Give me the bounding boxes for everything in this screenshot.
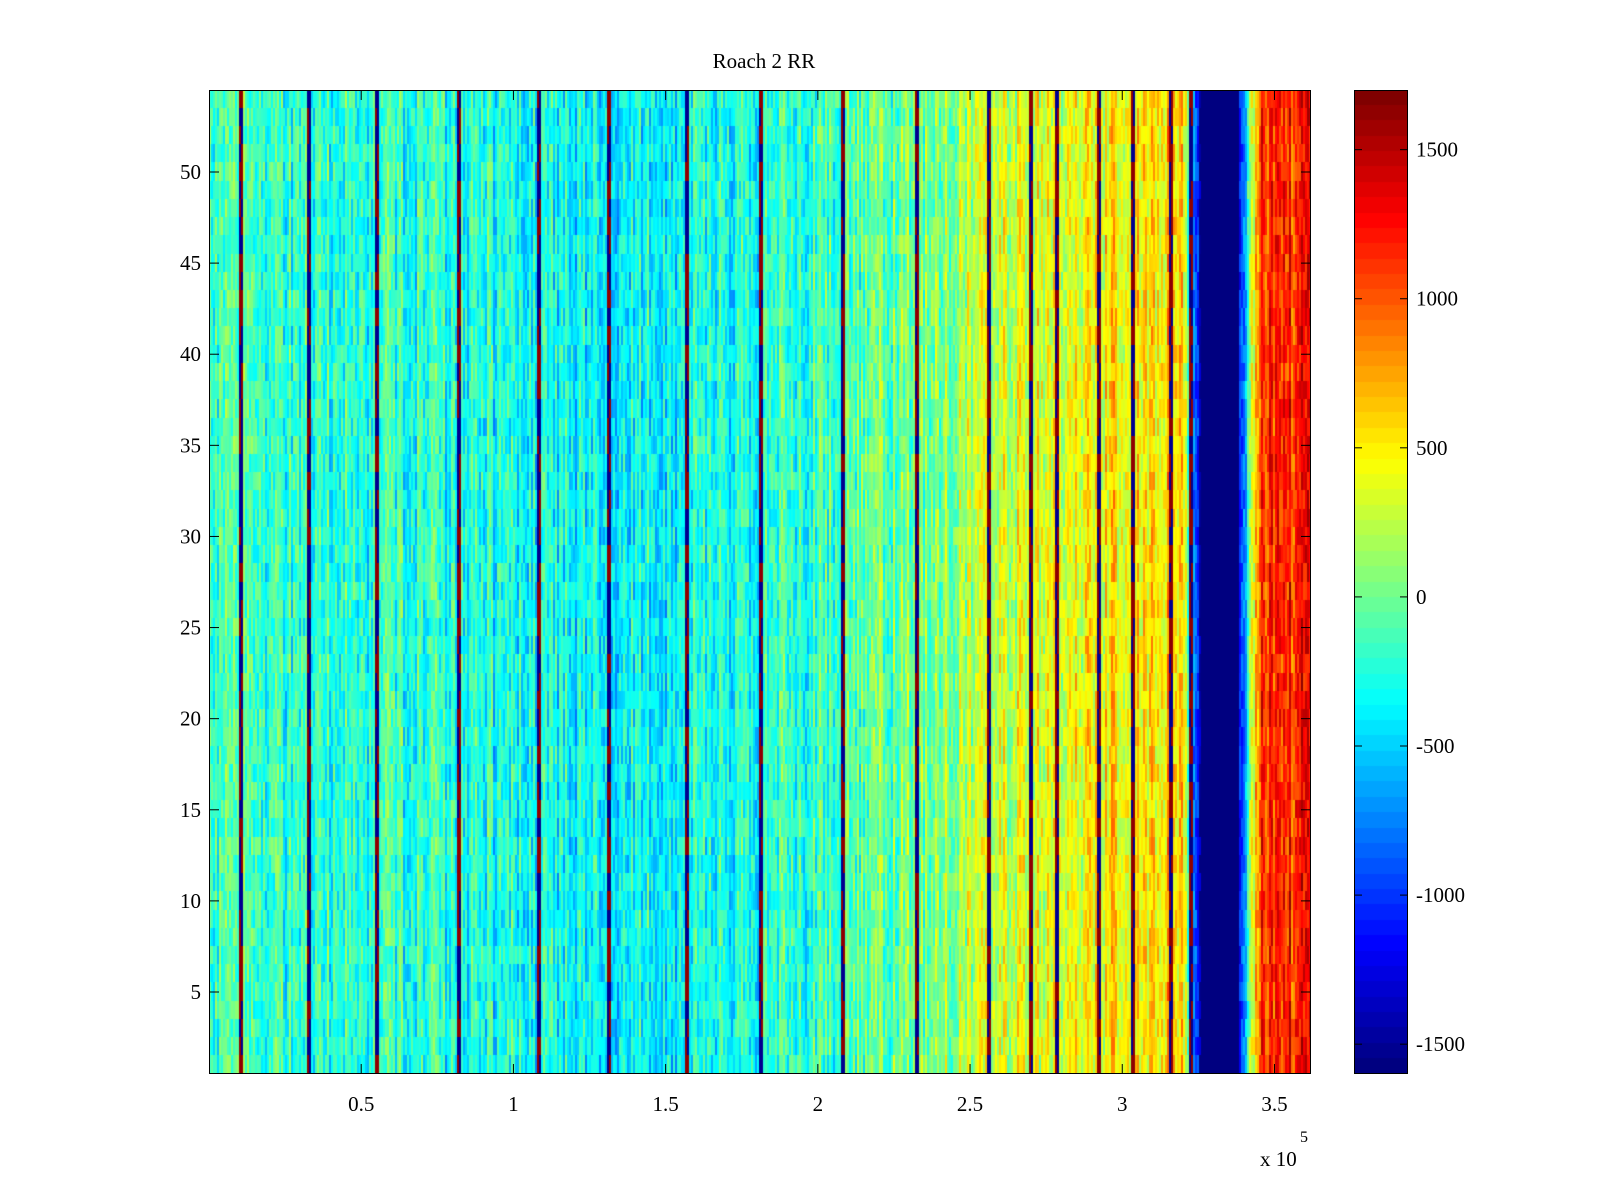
x-tick-label: 0.5: [348, 1092, 374, 1116]
colorbar-tick-label: 1000: [1416, 287, 1458, 311]
y-tick-label: 20: [180, 707, 201, 731]
colorbar-tick-label: 1500: [1416, 138, 1458, 162]
x-exponent-base: x 10: [1260, 1147, 1297, 1171]
y-tick-label: 10: [180, 889, 201, 913]
y-tick-label: 35: [180, 433, 201, 457]
heatmap-image: [209, 90, 1311, 1074]
x-tick-label: 3: [1117, 1092, 1128, 1116]
colorbar-tick-label: -1500: [1416, 1032, 1465, 1056]
y-tick-label: 50: [180, 160, 201, 184]
colorbar-tick-label: -1000: [1416, 883, 1465, 907]
x-tick-label: 2.5: [957, 1092, 983, 1116]
colorbar-gradient: [1354, 90, 1408, 1074]
colorbar-tick-label: 500: [1416, 436, 1448, 460]
x-tick-label: 3.5: [1261, 1092, 1287, 1116]
y-tick-label: 25: [180, 616, 201, 640]
y-tick-label: 5: [191, 980, 202, 1004]
x-tick-label: 1: [508, 1092, 519, 1116]
x-axis: 0.5 1 1.5 2 2.5 3 3.5: [348, 90, 1288, 1116]
colorbar-axis: 1500 1000 500 0 -500 -1000 -1500: [1354, 138, 1465, 1056]
x-tick-label: 2: [813, 1092, 824, 1116]
x-tick-label: 1.5: [653, 1092, 679, 1116]
colorbar-frame: [1354, 90, 1408, 1074]
y-tick-label: 45: [180, 251, 201, 275]
colorbar-tick-label: -500: [1416, 734, 1455, 758]
y-tick-label: 40: [180, 342, 201, 366]
y-tick-label: 30: [180, 524, 201, 548]
y-tick-label: 15: [180, 798, 201, 822]
y-axis: 5 10 15 20 25 30 35 40 45 50: [180, 160, 1311, 1004]
x-exponent-power: 5: [1300, 1129, 1308, 1146]
plot-frame: [209, 90, 1311, 1074]
colorbar-tick-label: 0: [1416, 585, 1427, 609]
chart-title: Roach 2 RR: [713, 49, 816, 73]
